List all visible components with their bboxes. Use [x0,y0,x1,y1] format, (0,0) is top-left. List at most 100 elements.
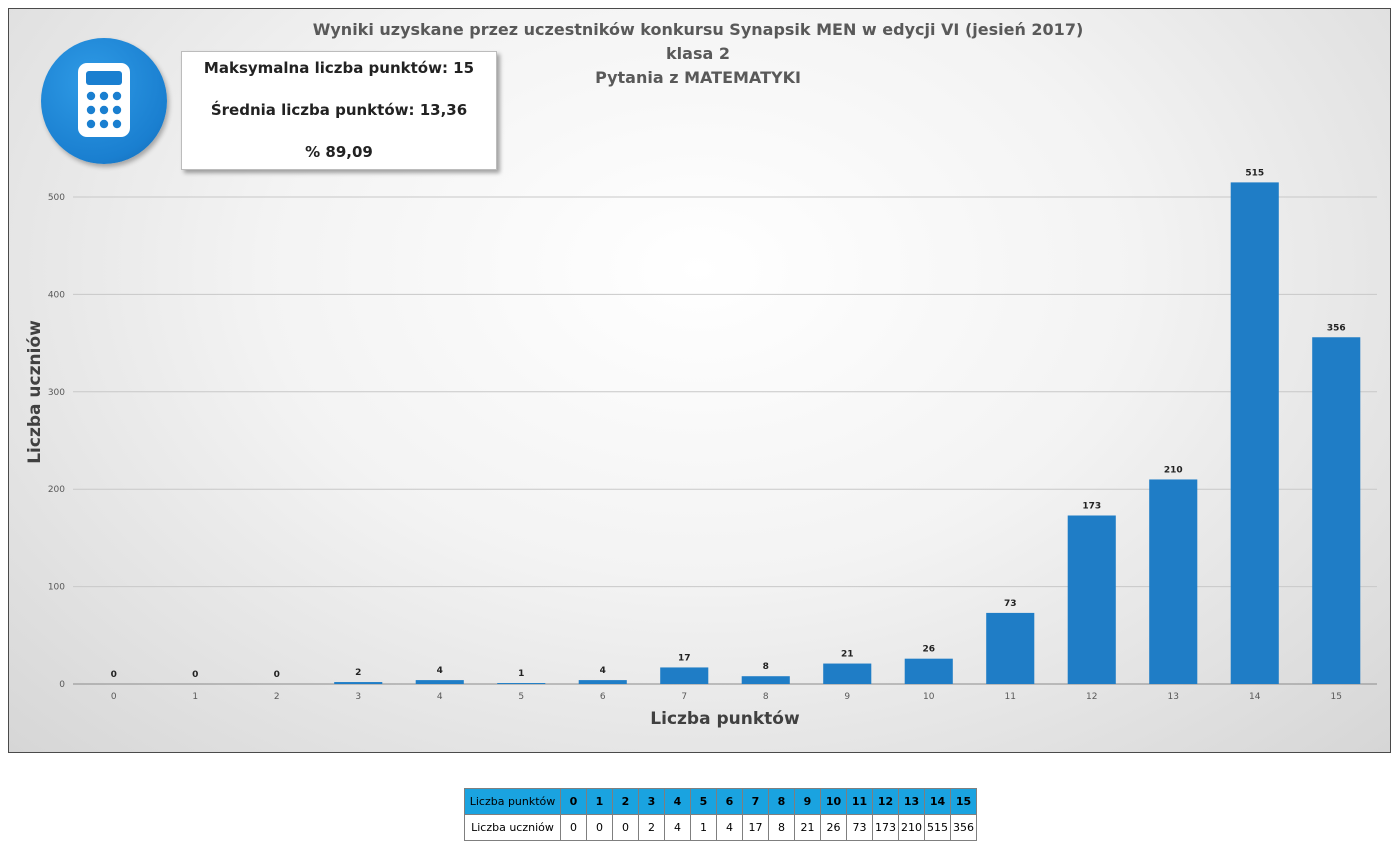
x-tick-label: 4 [437,692,443,702]
table-cell-points: 1 [586,788,613,815]
bar [741,676,790,684]
data-label: 17 [678,653,691,663]
table-cell-count: 4 [716,814,743,841]
table-cell-points: 13 [898,788,925,815]
table-cell-points: 2 [612,788,639,815]
table-cell-points: 9 [794,788,821,815]
table-cell-points: 6 [716,788,743,815]
table-cell-points: 14 [924,788,951,815]
table-cell-count: 515 [924,814,951,841]
average-points-stat: Średnia liczba punktów: 13,36 [210,101,468,119]
table-cell-count: 8 [768,814,795,841]
x-tick-label: 11 [1005,692,1016,702]
table-cell-points: 4 [664,788,691,815]
data-label: 515 [1245,168,1264,178]
table-cell-points: 10 [820,788,847,815]
chart-title: Wyniki uzyskane przez uczestników konkur… [312,20,1084,39]
data-label: 173 [1082,501,1101,511]
table-cell-count: 0 [586,814,613,841]
x-tick-label: 10 [923,692,935,702]
y-tick-label: 500 [48,193,65,203]
table-cell-count: 21 [794,814,821,841]
x-tick-label: 3 [355,692,361,702]
table-cell-points: 3 [638,788,665,815]
bar [904,658,953,684]
x-tick-label: 5 [518,692,524,702]
data-label: 0 [274,670,280,680]
table-cell-count: 4 [664,814,691,841]
bars [334,182,1361,684]
bar [1149,479,1198,684]
data-label: 2 [355,668,361,678]
x-tick-label: 1 [192,692,198,702]
y-tick-label: 200 [48,485,65,495]
table-cell-count: 210 [898,814,925,841]
bar [578,680,627,684]
table-cell-count: 356 [950,814,977,841]
x-tick-label: 13 [1168,692,1179,702]
data-label: 73 [1004,599,1017,609]
table-cell-points: 15 [950,788,977,815]
data-label: 356 [1327,323,1346,333]
table-cell-points: 5 [690,788,717,815]
table-cell-count: 73 [846,814,873,841]
bar [660,667,709,684]
data-table: Liczba punktów 0 1 2 3 4 5 6 7 8 9 10 11 12 13 14 15 Li… [464,788,977,841]
x-axis-title: Liczba punktów [650,709,800,729]
y-tick-label: 300 [48,388,65,398]
y-axis-title: Liczba uczniów [25,320,45,464]
table-cell-count: 17 [742,814,769,841]
bar [1312,337,1361,684]
y-tick-label: 100 [48,583,65,593]
table-cell-count: 0 [560,814,587,841]
data-label: 4 [600,666,606,676]
x-tick-label: 14 [1249,692,1261,702]
table-row-label: Liczba uczniów [464,814,561,841]
table-row-label: Liczba punktów [464,788,561,815]
data-label: 21 [841,650,854,660]
bar [823,663,872,684]
data-label: 0 [111,670,117,680]
table-cell-points: 11 [846,788,873,815]
bar [334,682,383,684]
data-label: 210 [1164,465,1183,475]
x-tick-label: 7 [681,692,687,702]
bar [986,612,1035,684]
calculator-badge [41,38,167,164]
x-tick-label: 2 [274,692,280,702]
table-row-points: Liczba punktów 0 1 2 3 4 5 6 7 8 9 10 11 12 13 14 15 [464,788,977,815]
bar [497,683,546,684]
x-tick-label: 8 [763,692,769,702]
stats-box: Maksymalna liczba punktów: 15 Średnia li… [181,51,497,170]
table-cell-count: 2 [638,814,665,841]
table-cell-count: 173 [872,814,899,841]
x-tick-label: 9 [844,692,850,702]
data-label: 0 [192,670,198,680]
chart-subtitle-class: klasa 2 [666,44,730,63]
x-tick-label: 6 [600,692,606,702]
bar [1067,515,1116,684]
table-cell-count: 1 [690,814,717,841]
table-cell-points: 8 [768,788,795,815]
y-tick-label: 0 [59,680,65,690]
percent-stat: % 89,09 [305,143,373,161]
table-cell-points: 7 [742,788,769,815]
data-label: 1 [518,669,524,679]
bar [415,680,464,684]
max-points-stat: Maksymalna liczba punktów: 15 [203,59,475,77]
y-tick-label: 400 [48,290,65,300]
table-cell-count: 26 [820,814,847,841]
x-tick-label: 0 [111,692,117,702]
chart-subtitle-subject: Pytania z MATEMATYKI [595,68,801,87]
data-label: 26 [922,645,935,655]
table-row-counts: Liczba uczniów 0 0 0 2 4 1 4 17 8 21 26 73 173 210 515… [464,814,977,841]
table-cell-points: 12 [872,788,899,815]
table-cell-count: 0 [612,814,639,841]
bar [1230,182,1279,684]
table-cell-points: 0 [560,788,587,815]
calculator-icon [78,63,130,137]
x-tick-label: 15 [1331,692,1342,702]
data-label: 4 [437,666,443,676]
